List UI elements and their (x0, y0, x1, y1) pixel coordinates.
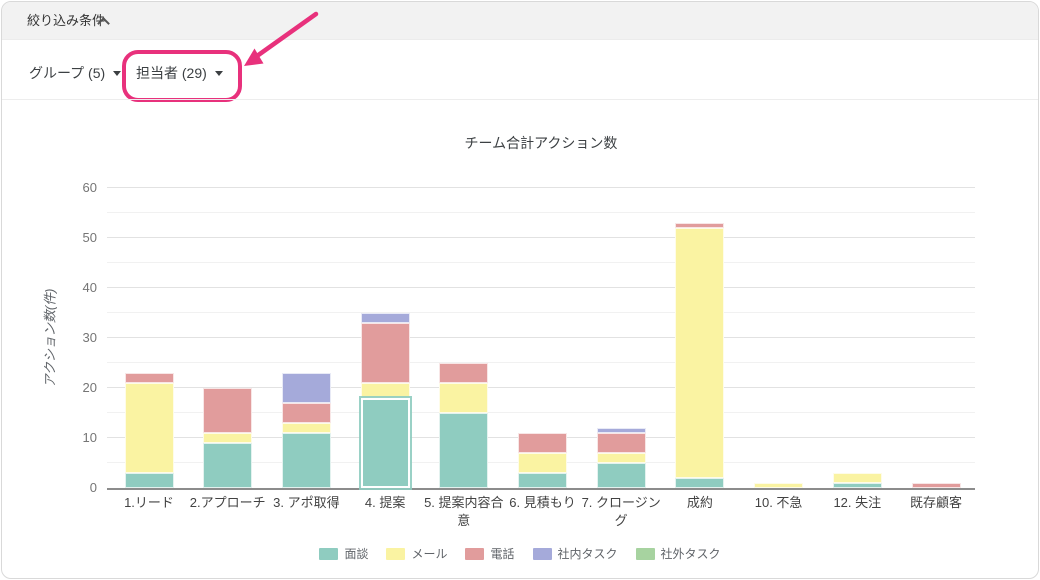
bar-segment-電話[interactable] (281, 403, 331, 423)
gridline (107, 412, 975, 413)
bar-segment-メール[interactable] (675, 228, 725, 478)
legend-swatch (386, 547, 406, 560)
bar-segment-メール[interactable] (124, 383, 174, 473)
x-axis-label: 2.アプローチ (189, 495, 266, 510)
gridline (107, 312, 975, 313)
bar-segment-メール[interactable] (203, 433, 253, 443)
bar-segment-電話[interactable] (203, 388, 253, 433)
gridline (107, 212, 975, 213)
assignee-filter-dropdown[interactable]: 担当者 (29) (136, 60, 223, 86)
x-axis-label: 12. 失注 (833, 495, 882, 510)
group-filter-dropdown[interactable]: グループ (5) (29, 60, 122, 86)
legend-swatch (465, 547, 485, 560)
gridline (107, 287, 975, 288)
bar-segment-面談[interactable] (518, 473, 567, 488)
assignee-filter-label: 担当者 (29) (136, 65, 207, 81)
gridline (107, 387, 975, 388)
y-tick-label: 60 (82, 180, 97, 195)
bar-segment-面談[interactable] (360, 398, 410, 488)
bar-segment-社内タスク[interactable] (596, 428, 646, 433)
bar-segment-メール[interactable] (281, 423, 331, 433)
chart-legend: 面談 メール 電話 社内タスク 社外タスク (2, 545, 1038, 562)
y-axis-title: アクション数(件) (42, 288, 58, 388)
legend-item: 面談 (319, 545, 368, 562)
x-axis-label: 5. 提案内容合意 (424, 495, 504, 528)
y-tick-label: 20 (82, 380, 97, 395)
gridline (107, 337, 975, 338)
bar-segment-社内タスク[interactable] (360, 313, 410, 323)
chart-title: チーム合計アクション数 (464, 135, 618, 151)
caret-down-icon (214, 70, 223, 76)
x-axis-label: 7. クロージング (581, 495, 661, 528)
filter-panel-title: 絞り込み条件 (27, 13, 106, 28)
y-tick-label: 0 (89, 480, 97, 495)
x-axis-label: 6. 見積もり (509, 495, 576, 510)
x-axis-label: 4. 提案 (364, 495, 406, 510)
bar-segment-面談[interactable] (439, 413, 489, 488)
y-tick-label: 50 (82, 230, 97, 245)
gridline (107, 187, 975, 188)
bar-segment-面談[interactable] (832, 483, 882, 488)
bar-segment-電話[interactable] (360, 323, 410, 383)
legend-item: 社内タスク (532, 545, 618, 562)
gridline (107, 262, 975, 263)
bar-segment-面談[interactable] (124, 473, 174, 488)
bar-segment-メール[interactable] (754, 483, 804, 488)
caret-down-icon (113, 70, 122, 76)
x-axis-label: 10. 不急 (754, 495, 803, 510)
bar-segment-電話[interactable] (911, 483, 961, 488)
bar-segment-メール[interactable] (518, 453, 567, 473)
divider (2, 99, 1038, 100)
legend-label: 電話 (490, 547, 515, 561)
bar-segment-面談[interactable] (675, 478, 725, 488)
legend-item: メール (386, 545, 447, 562)
gridline (107, 362, 975, 363)
bar-segment-メール[interactable] (832, 473, 882, 483)
legend-label: 社内タスク (557, 547, 618, 561)
y-tick-label: 30 (82, 330, 97, 345)
legend-label: 面談 (344, 547, 369, 561)
legend-swatch (319, 547, 339, 560)
legend-item: 電話 (465, 545, 515, 562)
gridline (107, 237, 975, 238)
y-tick-label: 10 (82, 430, 97, 445)
bar-chart-plot-area (107, 187, 975, 490)
bar-segment-電話[interactable] (596, 433, 646, 453)
bar-segment-電話[interactable] (439, 363, 489, 383)
legend-label: メール (411, 547, 448, 561)
group-filter-label: グループ (5) (29, 65, 106, 81)
x-axis-label: 3. アポ取得 (273, 495, 340, 510)
x-axis-label: 成約 (686, 495, 713, 510)
legend-item: 社外タスク (635, 545, 721, 562)
bar-segment-社内タスク[interactable] (281, 373, 331, 403)
filter-panel-header[interactable]: 絞り込み条件 (2, 2, 1038, 40)
bar-segment-メール[interactable] (596, 453, 646, 463)
bar-segment-メール[interactable] (360, 383, 410, 398)
bar-segment-面談[interactable] (596, 463, 646, 488)
bar-segment-電話[interactable] (518, 433, 567, 453)
y-tick-label: 40 (82, 280, 97, 295)
x-axis-line (107, 488, 975, 490)
x-axis-label: 既存顧客 (909, 495, 962, 510)
bar-segment-面談[interactable] (281, 433, 331, 488)
bar-segment-面談[interactable] (203, 443, 253, 488)
bar-segment-メール[interactable] (439, 383, 489, 413)
legend-swatch (635, 547, 655, 560)
x-axis-label: 1.リード (124, 495, 174, 510)
bar-segment-電話[interactable] (124, 373, 174, 383)
legend-swatch (532, 547, 552, 560)
legend-label: 社外タスク (660, 547, 721, 561)
bar-segment-電話[interactable] (675, 223, 725, 228)
